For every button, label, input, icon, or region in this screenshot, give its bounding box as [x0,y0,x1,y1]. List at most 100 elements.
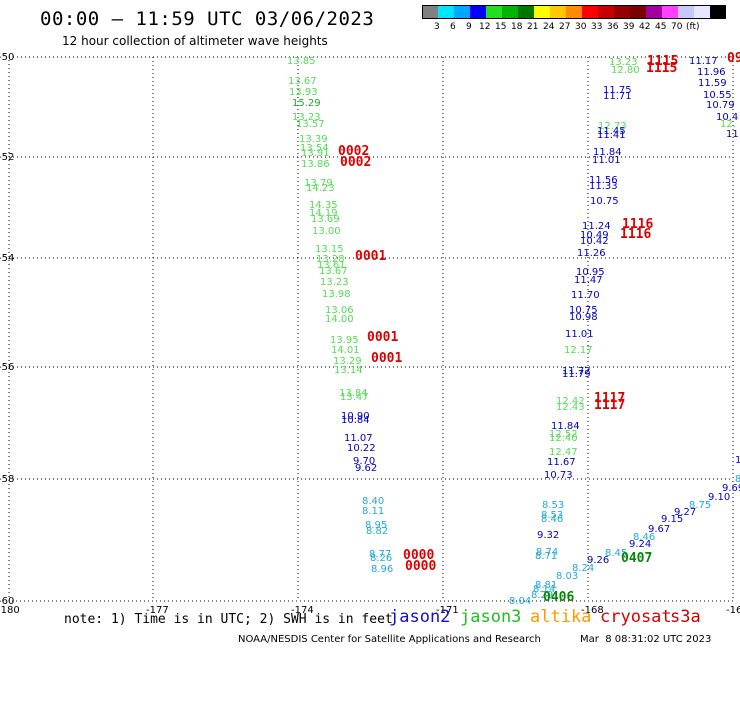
scale-swatch [646,5,662,19]
wave-height-value: 10.90 [341,411,370,422]
wave-height-value: 8.46 [633,532,655,543]
latitude-label: -60 [0,596,14,607]
wave-height-value: 12.42 [556,396,585,407]
graticule [8,56,734,602]
wave-height-value: 10.4 [716,112,738,123]
wave-height-value: 10.75 [590,196,619,207]
scale-swatch [550,5,566,19]
wave-height-value: 12.52 [549,429,578,440]
pass-time-label: 0001 [355,249,386,264]
latitude-label: -52 [0,152,14,163]
pass-time-label: 0000 [403,548,434,563]
wave-height-value: 13.86 [301,159,330,170]
scale-swatch [662,5,678,19]
wave-height-value: 9.10 [708,492,730,503]
scale-unit: (ft) [686,22,700,32]
scale-tick-label: 39 [623,22,635,32]
wave-height-value: 8.81 [535,580,557,591]
wave-height-value: 14.00 [325,314,354,325]
wave-height-value: 13.14 [334,365,363,376]
wave-height-value: 14.23 [306,183,335,194]
pass-time-label: 0000 [405,559,436,574]
scale-tick-label: 70 [671,22,683,32]
scale-swatch [614,5,630,19]
wave-height-value: 8.45 [605,548,627,559]
wave-height-value: 9.27 [674,507,696,518]
legend-altika: altika [530,607,592,627]
wave-height-value: 13.23 [292,112,321,123]
wave-height-value: 11 [726,129,739,140]
wave-height-value: 12.40 [549,433,578,444]
scale-swatch [694,5,710,19]
wave-height-map: -180 -177 -174 -171 -168 -16 -50 -52 -54 -56 -58 -6… [0,51,740,616]
generated-timestamp: Mar 8 08:31:02 UTC 2023 [580,634,712,645]
wave-height-value: 13.95 [330,335,359,346]
wave-height-value: 13.79 [304,178,333,189]
wave-height-value: 8.53 [541,510,563,521]
wave-height-value: 8 [735,474,740,485]
pass-time-label: 1116 [620,227,651,242]
scale-tick-label: 30 [575,22,587,32]
wave-height-value: 11.84 [593,147,622,158]
wave-height-value: 8.53 [542,500,564,511]
latitude-label: -54 [0,253,14,264]
scale-swatch [518,5,534,19]
wave-height-value: 10.75 [569,305,598,316]
scale-tick-label: 3 [434,22,440,32]
wave-height-value: 9.67 [648,524,670,535]
pass-time-label: 0002 [340,155,371,170]
wave-height-value: 11.70 [571,290,600,301]
longitude-label: -174 [291,605,314,616]
scale-tick-label: 27 [559,22,571,32]
wave-height-value: 13.54 [300,143,329,154]
wave-height-value: 13.98 [322,289,351,300]
scale-tick-label: 15 [495,22,507,32]
wave-height-value: 10.95 [576,267,605,278]
wave-height-value: 8.96 [371,564,393,575]
satellite-legend: jason2 jason3 altika cryosat s3a [389,607,701,727]
wave-height-value: 9.24 [629,539,651,550]
wave-height-value: 8.14 [533,584,555,595]
scale-swatch [598,5,614,19]
wave-height-value: 8.04 [509,596,531,607]
wave-height-value: 9.70 [353,456,375,467]
wave-height-value: 12.43 [556,402,585,413]
longitude-label: -171 [436,605,459,616]
wave-height-value: 11.01 [565,329,594,340]
wave-height-value: 13.67 [288,76,317,87]
pass-time-label: 0002 [338,144,369,159]
pass-time-label: 1117 [594,398,625,413]
scale-tick-label: 12 [479,22,491,32]
wave-height-value: 11.96 [697,67,726,78]
wave-height-value: 12.47 [549,447,578,458]
wave-height-value: 11.24 [582,221,611,232]
pass-time-label: 0001 [371,351,402,366]
wave-height-value: 15.29 [292,98,321,109]
wave-height-value: 11.67 [547,457,576,468]
wave-height-value: 13.91 [301,148,330,159]
map-frame [8,56,734,602]
wave-height-value: 8.24 [572,563,594,574]
wave-height-value: 13.85 [287,56,316,67]
wave-height-value: 11.71 [603,91,632,102]
pass-time-label: 1115 [646,61,677,76]
latitude-label: -56 [0,362,14,373]
wave-height-value: 11.07 [344,433,373,444]
wave-height-value: 13.67 [319,266,348,277]
longitude-label: -177 [146,605,169,616]
wave-height-value: 13.57 [296,119,325,130]
scale-frame [422,5,726,19]
wave-height-value: 10.98 [569,312,598,323]
wave-height-value: 8.71 [535,551,557,562]
wave-height-value: 8.46 [541,514,563,525]
pass-time-label: 1117 [594,391,625,406]
credit-line: NOAA/NESDIS Center for Satellite Applica… [238,634,541,645]
wave-height-value: 11.72 [562,366,591,377]
wave-height-value: 11.45 [597,126,626,137]
wave-height-value: 11.84 [551,421,580,432]
wave-height-value: 13.84 [339,388,368,399]
wave-height-value: 13.93 [289,87,318,98]
scale-swatch [534,5,550,19]
scale-tick-label: 21 [527,22,539,32]
